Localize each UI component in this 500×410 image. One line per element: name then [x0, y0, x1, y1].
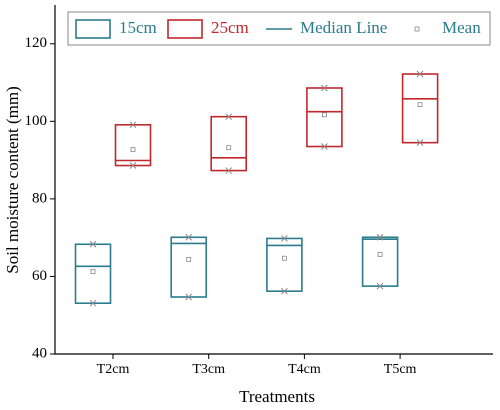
mean-marker	[130, 147, 136, 153]
extreme-marker	[321, 143, 328, 150]
legend-swatch	[75, 19, 111, 39]
box	[210, 115, 247, 172]
box	[361, 236, 399, 287]
mean-marker	[226, 145, 232, 151]
extreme-marker	[129, 162, 137, 169]
mean-marker	[417, 102, 423, 108]
extreme-marker	[89, 299, 97, 307]
legend-mean-icon	[414, 26, 420, 32]
mean-marker	[186, 256, 192, 262]
x-tick-label: T4cm	[288, 362, 321, 377]
box	[114, 124, 152, 167]
extreme-marker	[225, 167, 233, 174]
y-tick-label: 80	[32, 190, 47, 206]
extreme-marker	[185, 293, 193, 301]
extreme-marker	[416, 70, 424, 78]
box	[266, 237, 303, 292]
x-tick-label: T2cm	[97, 362, 130, 377]
legend-label: Median Line	[300, 18, 387, 37]
x-axis-label: Treatments	[239, 387, 315, 406]
legend-label: Mean	[442, 18, 481, 37]
extreme-marker	[89, 240, 97, 248]
legend-label: 25cm	[211, 18, 249, 37]
mean-marker	[90, 269, 96, 274]
legend-swatch	[167, 19, 203, 39]
extreme-marker	[225, 113, 233, 121]
box	[401, 73, 439, 144]
legend-frame	[67, 11, 491, 46]
extreme-marker	[416, 139, 424, 147]
extreme-marker	[376, 282, 384, 290]
extreme-marker	[281, 287, 288, 295]
extreme-marker	[376, 233, 384, 241]
y-tick-label: 60	[32, 268, 47, 284]
extreme-marker	[129, 121, 137, 129]
y-axis-label: Soil moisture content (mm)	[3, 86, 22, 273]
y-tick-label: 40	[32, 345, 47, 361]
legend-label: 15cm	[119, 18, 157, 37]
extreme-marker	[185, 233, 193, 241]
box	[306, 87, 343, 148]
mean-marker	[377, 251, 383, 257]
extreme-marker	[281, 235, 288, 242]
mean-marker	[281, 255, 287, 261]
x-tick-label: T5cm	[384, 362, 417, 377]
x-tick-label: T3cm	[192, 362, 225, 377]
box	[170, 236, 207, 298]
y-tick-label: 100	[25, 113, 48, 129]
y-tick-label: 120	[25, 35, 48, 51]
extreme-marker	[321, 84, 328, 92]
mean-marker	[321, 112, 327, 118]
